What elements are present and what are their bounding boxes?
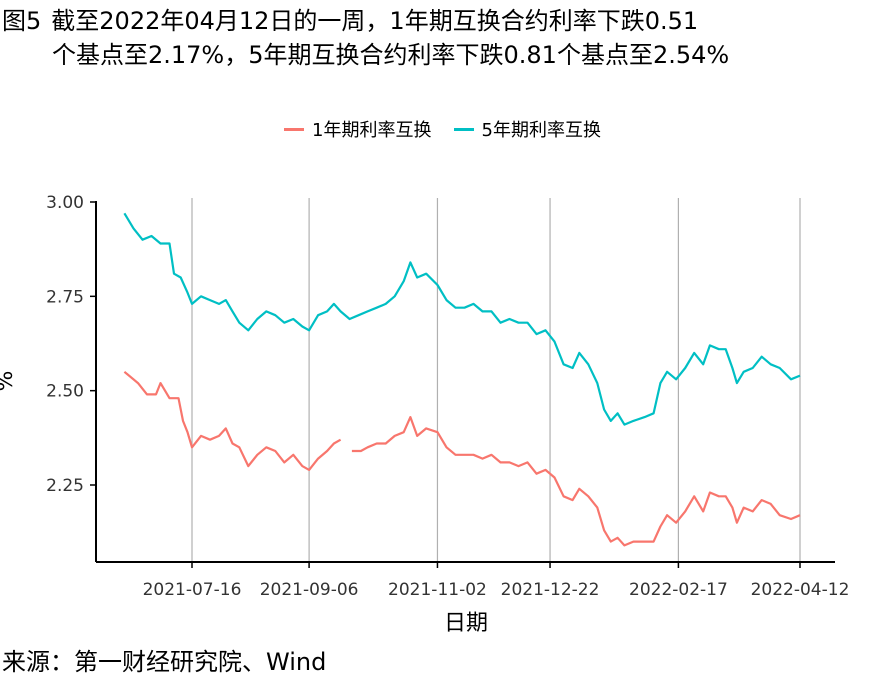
legend-label-1y: 1年期利率互换 — [312, 120, 432, 141]
gridlines — [191, 198, 801, 562]
x-ticks: 2021-07-16 2021-09-06 2021-11-02 2021-12-22… — [143, 562, 850, 600]
y-axis-title: % — [0, 371, 18, 392]
y-tick-label: 2.25 — [46, 476, 84, 496]
legend-swatch-5y — [453, 127, 474, 131]
y-tick-label: 2.75 — [46, 287, 84, 307]
x-tick-label: 2021-07-16 — [143, 580, 242, 600]
legend: 1年期利率互换 5年期利率互换 — [0, 116, 885, 142]
x-tick-label: 2021-09-06 — [260, 580, 359, 600]
y-tick-label: 3.00 — [46, 193, 84, 213]
x-axis-title: 日期 — [444, 611, 488, 636]
series-line-1y — [123, 370, 801, 547]
source-note: 来源：第一财经研究院、Wind — [2, 648, 327, 676]
title-line-1: 图5 截至2022年04月12日的一周，1年期互换合约利率下跌0.51 — [2, 4, 882, 38]
legend-item-5y: 5年期利率互换 — [453, 116, 601, 142]
axes — [95, 201, 835, 563]
x-tick-label: 2021-11-02 — [388, 580, 487, 600]
legend-swatch-1y — [284, 127, 305, 131]
x-tick-label: 2022-04-12 — [751, 580, 850, 600]
title-line-2: 个基点至2.17%，5年期互换合约利率下跌0.81个基点至2.54% — [52, 41, 730, 69]
title-text-1: 截至2022年04月12日的一周，1年期互换合约利率下跌0.51 — [51, 7, 699, 35]
x-tick-label: 2022-02-17 — [629, 580, 728, 600]
legend-label-5y: 5年期利率互换 — [481, 120, 601, 141]
chart-title: 图5 截至2022年04月12日的一周，1年期互换合约利率下跌0.51 个基点至2… — [2, 4, 882, 72]
series-lines — [123, 212, 801, 547]
y-ticks: 2.25 2.50 2.75 3.00 — [46, 193, 96, 496]
series-line-5y — [123, 212, 801, 426]
figure-label: 图5 — [2, 7, 42, 35]
legend-item-1y: 1年期利率互换 — [284, 116, 432, 142]
y-tick-label: 2.50 — [46, 382, 84, 402]
x-tick-label: 2021-12-22 — [501, 580, 600, 600]
